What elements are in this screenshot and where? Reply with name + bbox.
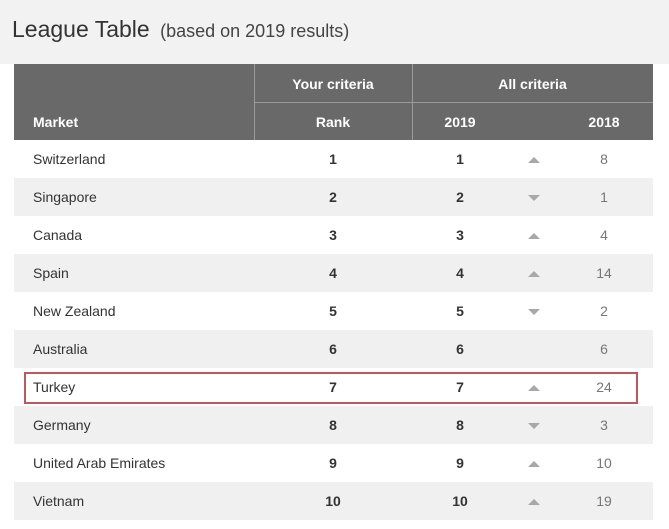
market-cell: Singapore bbox=[33, 189, 97, 205]
rank-2019-cell: 6 bbox=[456, 341, 464, 357]
league-table: Your criteria All criteria Market Rank 2… bbox=[14, 64, 653, 520]
trend-cell bbox=[522, 482, 546, 520]
rank-2019-cell: 7 bbox=[456, 379, 464, 395]
rank-cell: 9 bbox=[329, 455, 337, 471]
rank-cell: 8 bbox=[329, 417, 337, 433]
header-all-criteria: All criteria bbox=[498, 76, 567, 92]
rank-2018-cell: 19 bbox=[596, 493, 612, 509]
market-cell: Vietnam bbox=[33, 493, 85, 509]
table-body: Switzerland 1 1 8 Singapore 2 2 1 Canada 3 3 4 Spain… bbox=[14, 140, 653, 520]
table-row: Australia 6 6 6 bbox=[14, 330, 653, 368]
rank-2019-cell: 4 bbox=[456, 265, 464, 281]
page-title: League Table (based on 2019 results) bbox=[12, 16, 349, 43]
trend-cell bbox=[522, 406, 546, 444]
rank-2018-cell: 14 bbox=[596, 265, 612, 281]
table-row: Vietnam 10 10 19 bbox=[14, 482, 653, 520]
triangle-up-icon bbox=[528, 271, 540, 278]
rank-2019-cell: 9 bbox=[456, 455, 464, 471]
header-2018: 2018 bbox=[588, 114, 620, 130]
market-cell: Germany bbox=[33, 417, 91, 433]
trend-cell bbox=[522, 216, 546, 254]
trend-cell bbox=[522, 254, 546, 292]
triangle-up-icon bbox=[528, 461, 540, 468]
header-your-criteria: Your criteria bbox=[292, 76, 374, 92]
market-cell: United Arab Emirates bbox=[33, 455, 166, 471]
subtitle: (based on 2019 results) bbox=[160, 21, 350, 41]
triangle-up-icon bbox=[528, 157, 540, 164]
trend-cell bbox=[522, 330, 546, 368]
rank-2019-cell: 8 bbox=[456, 417, 464, 433]
rank-2018-cell: 3 bbox=[600, 417, 608, 433]
table-row: Singapore 2 2 1 bbox=[14, 178, 653, 216]
table-header: Your criteria All criteria Market Rank 2… bbox=[14, 64, 653, 140]
market-cell: Canada bbox=[33, 227, 83, 243]
market-cell: Switzerland bbox=[33, 151, 106, 167]
rank-2018-cell: 4 bbox=[600, 227, 608, 243]
rank-2018-cell: 24 bbox=[596, 379, 612, 395]
rank-cell: 6 bbox=[329, 341, 337, 357]
rank-2019-cell: 3 bbox=[456, 227, 464, 243]
rank-cell: 2 bbox=[329, 189, 337, 205]
table-row: Turkey 7 7 24 bbox=[14, 368, 653, 406]
rank-cell: 4 bbox=[329, 265, 337, 281]
trend-cell bbox=[522, 444, 546, 482]
market-cell: Australia bbox=[33, 341, 88, 357]
table-row: Switzerland 1 1 8 bbox=[14, 140, 653, 178]
rank-2019-cell: 1 bbox=[456, 151, 464, 167]
rank-2018-cell: 2 bbox=[600, 303, 608, 319]
rank-2019-cell: 10 bbox=[452, 493, 468, 509]
triangle-down-icon bbox=[528, 423, 540, 430]
triangle-up-icon bbox=[528, 499, 540, 506]
rank-2019-cell: 5 bbox=[456, 303, 464, 319]
header-divider bbox=[254, 102, 653, 103]
rank-2018-cell: 10 bbox=[596, 455, 612, 471]
market-cell: New Zealand bbox=[33, 303, 116, 319]
rank-cell: 5 bbox=[329, 303, 337, 319]
header-rank: Rank bbox=[315, 114, 351, 130]
rank-2018-cell: 8 bbox=[600, 151, 608, 167]
triangle-down-icon bbox=[528, 309, 540, 316]
rank-2019-cell: 2 bbox=[456, 189, 464, 205]
trend-cell bbox=[522, 368, 546, 406]
title-text: League Table bbox=[12, 16, 150, 42]
market-cell: Spain bbox=[33, 265, 69, 281]
table-row: Germany 8 8 3 bbox=[14, 406, 653, 444]
table-row: United Arab Emirates 9 9 10 bbox=[14, 444, 653, 482]
rank-2018-cell: 1 bbox=[600, 189, 608, 205]
rank-2018-cell: 6 bbox=[600, 341, 608, 357]
trend-cell bbox=[522, 140, 546, 178]
header-market: Market bbox=[33, 114, 79, 130]
triangle-down-icon bbox=[528, 195, 540, 202]
trend-cell bbox=[522, 178, 546, 216]
title-band bbox=[0, 0, 669, 64]
table-row: Spain 4 4 14 bbox=[14, 254, 653, 292]
rank-cell: 1 bbox=[329, 151, 337, 167]
rank-cell: 7 bbox=[329, 379, 337, 395]
table-row: Canada 3 3 4 bbox=[14, 216, 653, 254]
market-cell: Turkey bbox=[33, 379, 76, 395]
triangle-up-icon bbox=[528, 233, 540, 240]
rank-cell: 3 bbox=[329, 227, 337, 243]
trend-cell bbox=[522, 292, 546, 330]
rank-cell: 10 bbox=[325, 493, 341, 509]
table-row: New Zealand 5 5 2 bbox=[14, 292, 653, 330]
triangle-up-icon bbox=[528, 385, 540, 392]
header-2019: 2019 bbox=[444, 114, 476, 130]
